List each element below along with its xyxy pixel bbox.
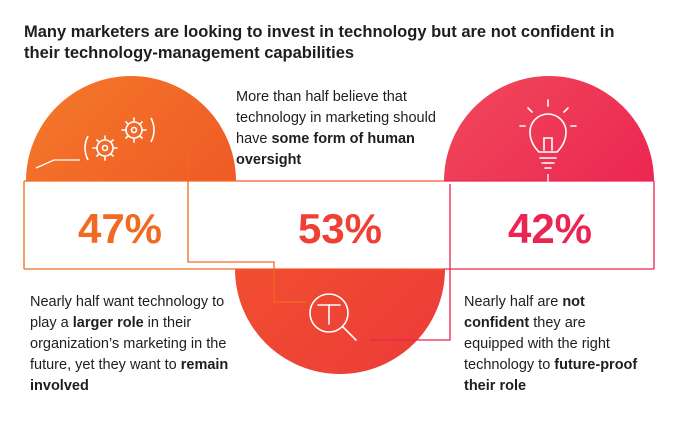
desc-47-part-4: remain involved (30, 357, 229, 394)
stat-description-53: More than half believe that technology i… (236, 87, 446, 171)
stat-value-53: 53% (297, 205, 383, 252)
desc-53-part-2: some form of human oversight (236, 131, 415, 168)
magnifier-icon (309, 293, 357, 341)
stat-description-47: Nearly half want technology to play a la… (30, 292, 240, 397)
center-semicircle (235, 269, 445, 374)
desc-47-part-3: in their organization’s marketing in the… (30, 315, 227, 373)
desc-53-part-1: More than half believe that technology i… (236, 89, 436, 147)
page-title: Many marketers are looking to invest in … (24, 23, 615, 62)
desc-42-part-2: not confident (464, 294, 585, 331)
desc-42-part-1: Nearly half are (464, 294, 563, 310)
stat-value-42: 42% (507, 205, 593, 252)
stat-description-42: Nearly half are not confident they are e… (464, 292, 644, 397)
desc-42-part-3: they are equipped with the right technol… (464, 315, 610, 373)
desc-47-part-1: Nearly half want technology to play a (30, 294, 225, 331)
gears-icon (84, 117, 155, 161)
desc-42-part-4: future-proof their role (464, 357, 638, 394)
desc-47-part-2: larger role (72, 315, 144, 331)
lightbulb-icon (519, 99, 577, 169)
stat-value-47: 47% (77, 205, 163, 252)
right-semicircle (444, 76, 654, 181)
